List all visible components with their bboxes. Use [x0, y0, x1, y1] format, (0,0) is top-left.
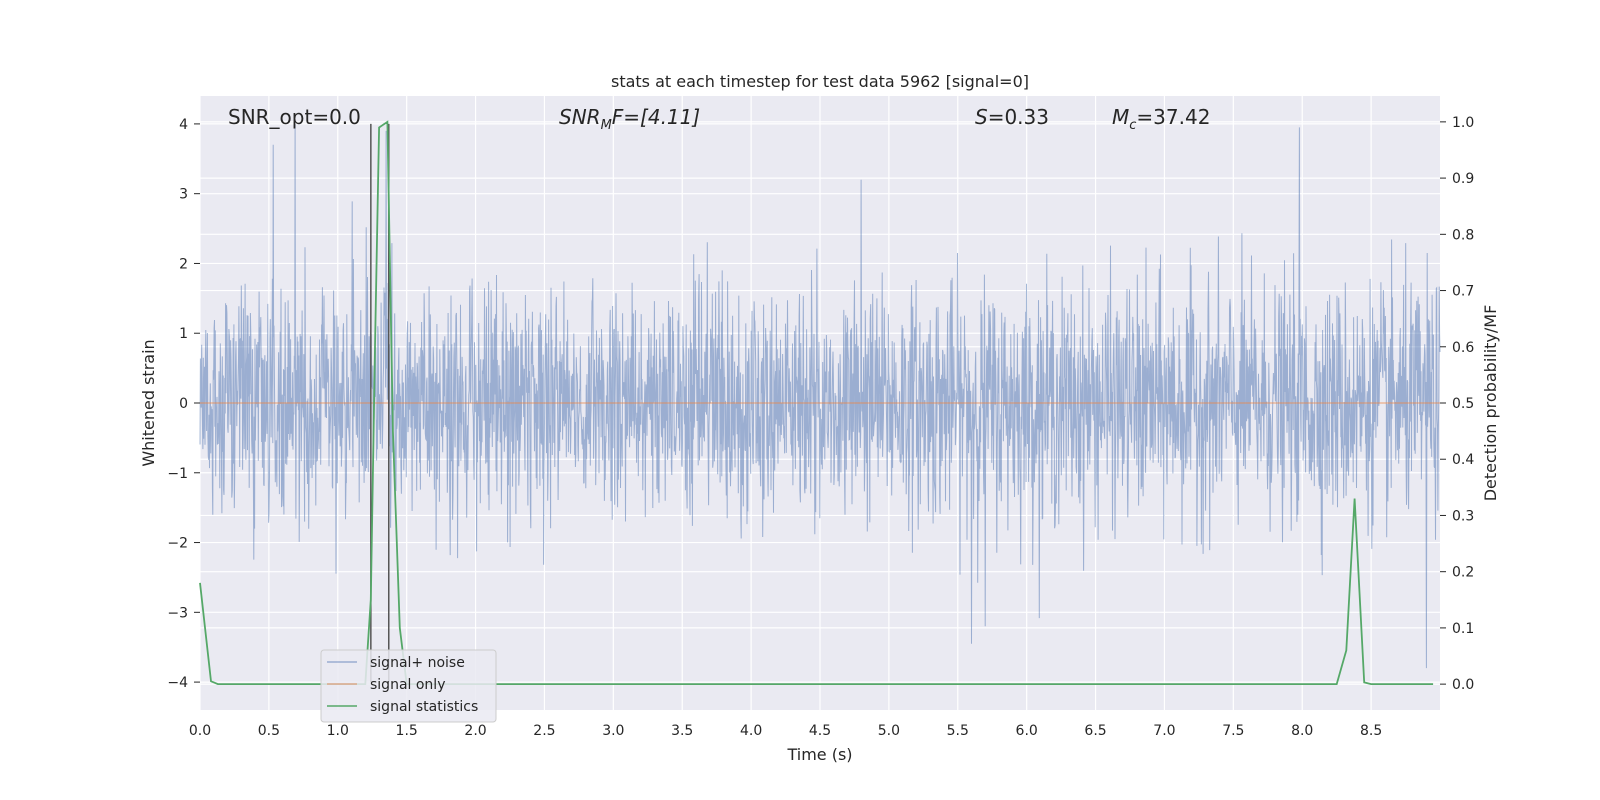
y2-axis-label: Detection probability/MF — [1481, 305, 1500, 502]
chart-title: stats at each timestep for test data 596… — [611, 72, 1029, 91]
x-tick-label: 1.5 — [396, 723, 418, 739]
x-tick-label: 0.5 — [258, 723, 280, 739]
annotation-snr-mf-sub: M — [601, 118, 612, 133]
x-tick-label: 8.5 — [1360, 723, 1382, 739]
y-tick-label: −1 — [167, 466, 188, 482]
y2-tick-label: 0.7 — [1452, 284, 1474, 300]
x-tick-label: 4.5 — [809, 723, 831, 739]
y-tick-label: −4 — [167, 675, 188, 691]
series-signal-noise-line — [199, 123, 1441, 669]
y2-tick-label: 0.2 — [1452, 565, 1474, 581]
annotation-s: S=0.33 — [975, 105, 1049, 129]
annotation-snr-opt: SNR_opt=0.0 — [228, 105, 361, 129]
y-tick-label: 1 — [179, 326, 188, 342]
annotation-snr-mf: SNRMF=[4.11] — [559, 105, 700, 133]
y-tick-label: −3 — [167, 605, 188, 621]
x-tick-label: 2.5 — [533, 723, 555, 739]
y-tick-label: −2 — [167, 536, 188, 552]
x-tick-label: 6.5 — [1084, 723, 1106, 739]
annotation-snr-mf-base: SNR — [559, 105, 601, 129]
legend: signal+ noise signal only signal statist… — [320, 649, 497, 723]
y2-tick-label: 0.6 — [1452, 340, 1474, 356]
y-tick-label: 4 — [179, 117, 188, 133]
x-tick-label: 5.5 — [947, 723, 969, 739]
legend-label-signal-noise: signal+ noise — [370, 655, 465, 671]
x-tick-label: 8.0 — [1291, 723, 1313, 739]
x-tick-label: 3.5 — [671, 723, 693, 739]
series-signal-statistics-line — [199, 120, 1434, 685]
x-axis-label: Time (s) — [786, 745, 852, 764]
legend-label-signal-statistics: signal statistics — [370, 699, 478, 715]
annotation-mc-rest: =37.42 — [1136, 105, 1210, 129]
y-tick-label: 0 — [179, 396, 188, 412]
x-tick-label: 7.5 — [1222, 723, 1244, 739]
series-layer — [199, 120, 1441, 685]
x-tick-label: 4.0 — [740, 723, 762, 739]
x-tick-label: 2.0 — [464, 723, 486, 739]
y2-tick-label: 0.9 — [1452, 171, 1474, 187]
legend-box — [320, 649, 497, 723]
y2-tick-label: 0.1 — [1452, 621, 1474, 637]
annotation-snr-mf-rest: F=[4.11] — [612, 105, 700, 129]
annotation-mc-base: M — [1112, 105, 1129, 129]
annotation-mc-sub: c — [1129, 118, 1136, 133]
annotation-s-base: S — [975, 105, 988, 129]
x-tick-label: 5.0 — [878, 723, 900, 739]
y2-tick-label: 0.8 — [1452, 227, 1474, 243]
x-tick-label: 3.0 — [602, 723, 624, 739]
x-tick-label: 7.0 — [1153, 723, 1175, 739]
y2-tick-label: 1.0 — [1452, 115, 1474, 131]
ticks-layer: 0.0 0.5 1.0 1.5 2.0 2.5 3.0 3.5 4.0 4.5 5.0 5.5 6.0 6… — [167, 115, 1474, 739]
x-tick-label: 0.0 — [189, 723, 211, 739]
annotation-s-rest: =0.33 — [988, 105, 1049, 129]
y2-tick-label: 0.3 — [1452, 508, 1474, 524]
y-tick-label: 3 — [179, 187, 188, 203]
y2-tick-label: 0.5 — [1452, 396, 1474, 412]
x-tick-label: 1.0 — [327, 723, 349, 739]
annotation-mc: Mc=37.42 — [1112, 105, 1210, 133]
y-axis-label: Whitened strain — [139, 339, 158, 466]
x-tick-label: 6.0 — [1016, 723, 1038, 739]
y-tick-label: 2 — [179, 256, 188, 272]
y2-tick-label: 0.4 — [1452, 452, 1474, 468]
legend-label-signal-only: signal only — [370, 677, 445, 693]
y2-tick-label: 0.0 — [1452, 677, 1474, 693]
